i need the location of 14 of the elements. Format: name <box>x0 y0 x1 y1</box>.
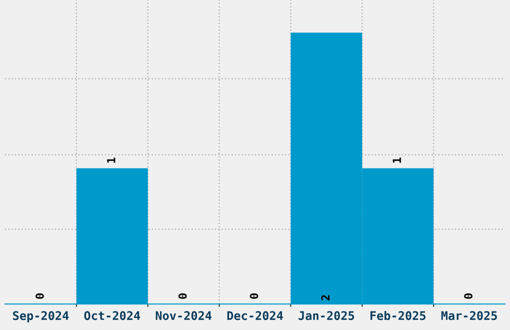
x-tick-label: Nov-2024 <box>156 311 212 320</box>
x-tick-label: Jan-2025 <box>298 311 354 320</box>
data-label: 2 <box>321 295 330 300</box>
x-tick-label: Feb-2025 <box>370 310 426 320</box>
data-label: 0 <box>250 293 258 299</box>
data-label: 0 <box>36 293 44 299</box>
x-tick-label: Sep-2024 <box>13 311 69 322</box>
data-label: 0 <box>464 293 473 299</box>
x-tick-label: Oct-2024 <box>84 311 140 320</box>
data-label: 0 <box>178 293 187 299</box>
x-tick-label: Dec-2024 <box>227 311 283 320</box>
data-label: 1 <box>107 158 116 163</box>
x-tick-label: Mar-2025 <box>441 311 497 320</box>
data-label: 1 <box>392 158 401 163</box>
